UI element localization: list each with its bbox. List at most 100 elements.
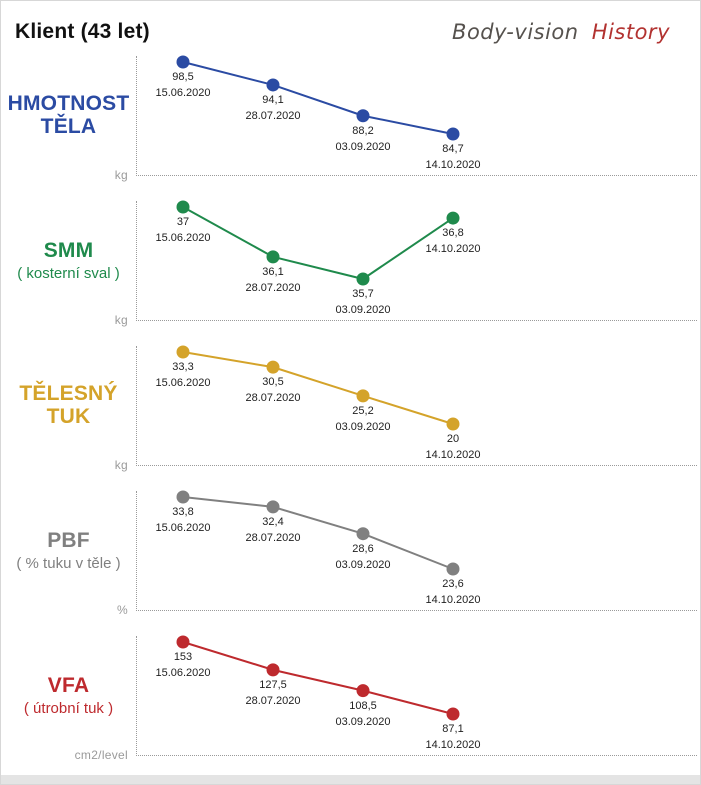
date-label: 28.07.2020 (245, 531, 301, 544)
value-label: 84,7 (442, 143, 464, 155)
chart-unit-label: % (117, 603, 128, 617)
data-line (182, 351, 454, 425)
chart-title: SMM (43, 238, 94, 262)
chart-section-vfa: VFA ( útrobní tuk ) cm2/level 153 15.06.2… (1, 635, 700, 781)
chart-subtitle: ( útrobní tuk ) (23, 699, 114, 717)
value-label: 23,6 (442, 578, 464, 590)
data-point (176, 635, 190, 649)
date-label: 14.10.2020 (425, 159, 481, 171)
value-label: 33,8 (172, 506, 194, 518)
value-label: 88,2 (352, 124, 374, 137)
value-label: 94,1 (262, 93, 284, 106)
chart-unit-label: kg (114, 458, 128, 472)
date-label: 14.10.2020 (425, 243, 481, 256)
date-label: 14.10.2020 (425, 739, 481, 751)
chart-label-column: TĚLESNÝ TUK kg (1, 346, 136, 472)
chart-section-hmotnost-tela: HMOTNOST TĚLA kg 98,5 15.06.2020 94,1 28.07… (1, 55, 700, 201)
line-chart (176, 200, 460, 286)
line-chart (176, 635, 460, 721)
chart-section-smm: SMM ( kosterní sval ) kg 37 15.06.2020 36,… (1, 200, 700, 346)
date-label: 03.09.2020 (335, 558, 391, 571)
date-label: 03.09.2020 (335, 140, 391, 153)
value-label: 25,2 (352, 404, 374, 417)
brand-name: Body-vision (452, 19, 579, 44)
chart-title: TĚLESNÝ TUK (19, 381, 118, 428)
data-point (356, 272, 370, 286)
data-point (446, 707, 460, 721)
value-label: 37 (176, 216, 190, 228)
chart-unit-label: kg (114, 168, 128, 182)
date-label: 15.06.2020 (155, 87, 211, 99)
data-point (176, 200, 190, 214)
date-label: 28.07.2020 (245, 694, 301, 707)
date-label: 15.06.2020 (155, 522, 211, 534)
line-chart (176, 55, 460, 141)
data-point (266, 250, 280, 264)
chart-plot: 153 15.06.2020 127,5 28.07.2020 108,5 03.09.2… (136, 635, 697, 756)
value-label: 33,3 (172, 361, 194, 373)
chart-label-column: SMM ( kosterní sval ) kg (1, 201, 136, 327)
chart-section-telesny-tuk: TĚLESNÝ TUK kg 33,3 15.06.2020 30,5 28.07.2… (1, 345, 700, 491)
data-line (182, 206, 454, 281)
value-label: 20 (446, 433, 460, 445)
chart-section-pbf: PBF ( % tuku v těle ) % 33,8 15.06.2020 32… (1, 490, 700, 636)
date-label: 15.06.2020 (155, 377, 211, 389)
data-point (176, 55, 190, 69)
value-label: 36,1 (262, 265, 284, 278)
bottom-bar (1, 775, 700, 784)
report-header: Klient (43 let) Body-vision History (1, 1, 700, 56)
date-label: 28.07.2020 (245, 109, 301, 122)
data-point (356, 389, 370, 403)
data-point (266, 500, 280, 514)
data-line (182, 641, 454, 715)
data-point (176, 345, 190, 359)
chart-title: PBF (47, 528, 90, 552)
line-chart (176, 345, 460, 431)
chart-label-column: HMOTNOST TĚLA kg (1, 56, 136, 182)
page-title: Klient (43 let) (15, 19, 150, 43)
chart-unit-label: kg (114, 313, 128, 327)
data-point (446, 417, 460, 431)
date-label: 03.09.2020 (335, 420, 391, 433)
chart-plot: 33,8 15.06.2020 32,4 28.07.2020 28,6 03.09.20… (136, 490, 697, 611)
data-line (182, 61, 454, 135)
data-point (446, 211, 460, 225)
chart-subtitle: ( % tuku v těle ) (16, 554, 121, 572)
value-label: 32,4 (262, 515, 284, 528)
date-label: 14.10.2020 (425, 449, 481, 461)
date-label: 03.09.2020 (335, 304, 391, 316)
data-point (176, 490, 190, 504)
date-label: 14.10.2020 (425, 594, 481, 606)
chart-title: VFA (47, 673, 90, 697)
data-line (182, 496, 454, 570)
value-label: 98,5 (172, 71, 194, 83)
value-label: 28,6 (352, 542, 374, 555)
chart-label-column: PBF ( % tuku v těle ) % (1, 491, 136, 617)
value-label: 108,5 (349, 699, 377, 712)
data-point (356, 109, 370, 123)
chart-plot: 33,3 15.06.2020 30,5 28.07.2020 25,2 03.09.20… (136, 345, 697, 466)
date-label: 15.06.2020 (155, 232, 211, 244)
line-chart (176, 490, 460, 576)
date-label: 15.06.2020 (155, 667, 211, 679)
data-point (266, 78, 280, 92)
value-label: 87,1 (442, 723, 464, 735)
value-label: 36,8 (442, 227, 464, 240)
data-point (446, 562, 460, 576)
chart-subtitle: ( kosterní sval ) (17, 264, 120, 282)
brand-suffix: History (591, 19, 670, 44)
chart-plot: 98,5 15.06.2020 94,1 28.07.2020 88,2 03.09.20… (136, 55, 697, 176)
value-label: 153 (173, 651, 193, 663)
data-point (356, 527, 370, 541)
data-point (266, 360, 280, 374)
value-label: 30,5 (262, 376, 284, 389)
data-point (356, 684, 370, 698)
brand-logo: Body-vision History (452, 20, 670, 44)
data-point (266, 663, 280, 677)
date-label: 03.09.2020 (335, 715, 391, 728)
value-label: 35,7 (352, 288, 374, 300)
date-label: 28.07.2020 (245, 281, 301, 294)
date-label: 28.07.2020 (245, 392, 301, 405)
chart-title: HMOTNOST TĚLA (7, 91, 130, 138)
